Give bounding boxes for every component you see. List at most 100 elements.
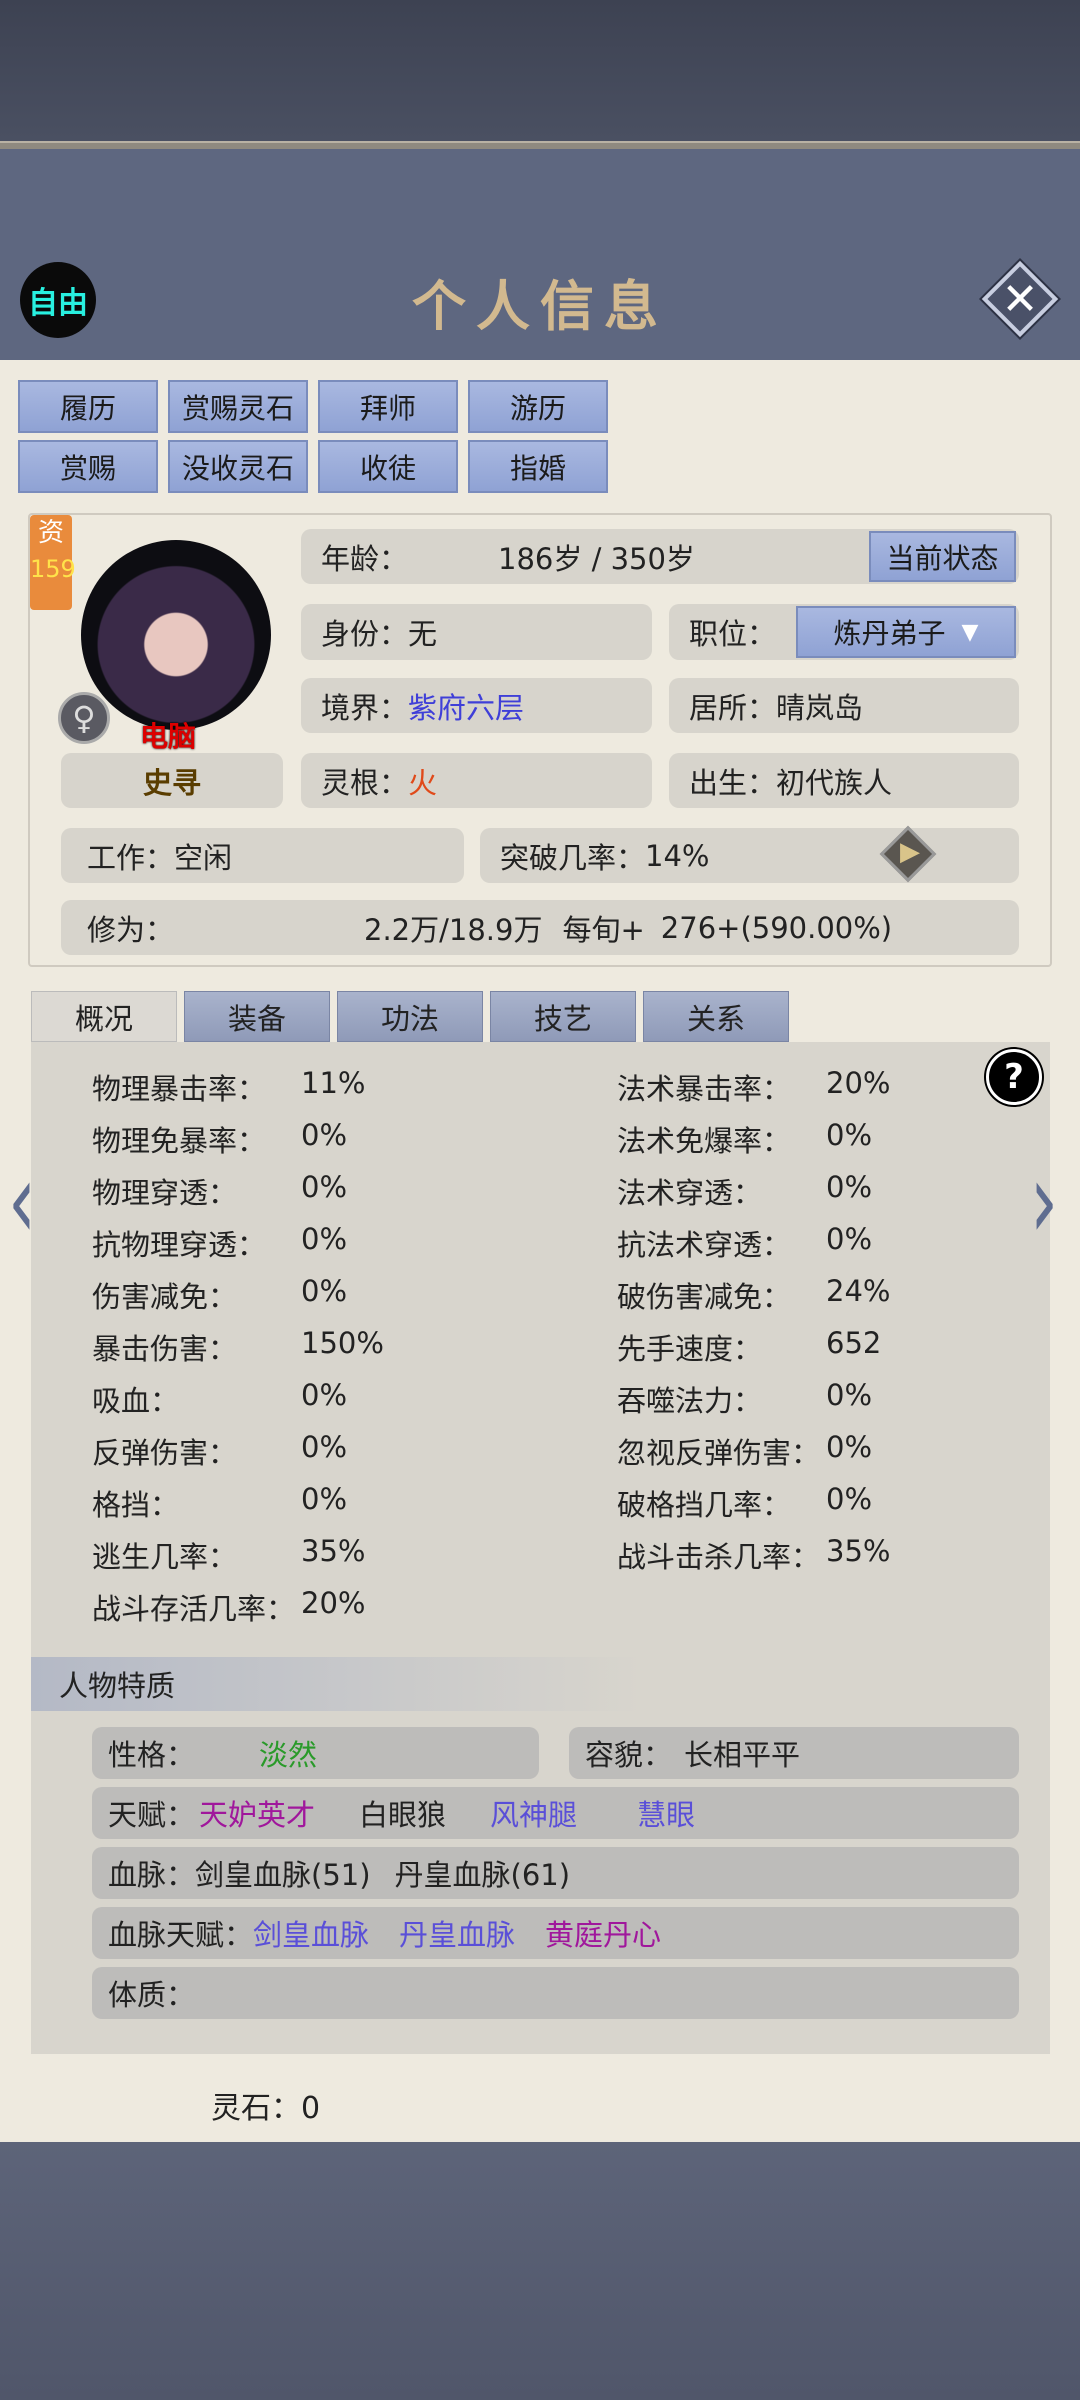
breakthrough-row: 突破几率： 14% bbox=[480, 828, 1019, 883]
stat-label: 抗法术穿透： bbox=[617, 1228, 792, 1262]
stat-value: 0% bbox=[826, 1222, 873, 1256]
residence-row: 居所： 晴岚岛 bbox=[669, 678, 1019, 733]
apprentice-button[interactable]: 拜师 bbox=[318, 380, 458, 433]
stat-label: 吞噬法力： bbox=[617, 1384, 763, 1418]
talent-tag[interactable]: 天妒英才 bbox=[199, 1798, 316, 1832]
stat-value: 0% bbox=[826, 1170, 873, 1204]
identity-label: 身份： bbox=[321, 617, 409, 651]
stat-value: 0% bbox=[301, 1274, 348, 1308]
stat-value: 652 bbox=[826, 1326, 882, 1360]
bloodline-talent-row: 血脉天赋： 剑皇血脉 丹皇血脉 黄庭丹心 bbox=[92, 1907, 1019, 1959]
stat-value: 0% bbox=[826, 1482, 873, 1516]
history-button[interactable]: 履历 bbox=[18, 380, 158, 433]
spirit-stone-count: 灵石：0 bbox=[211, 2091, 321, 2126]
stat-label: 逃生几率： bbox=[92, 1540, 238, 1574]
talent-tag[interactable]: 白眼狼 bbox=[359, 1798, 447, 1832]
stat-value: 0% bbox=[301, 1222, 348, 1256]
position-value: 炼丹弟子 bbox=[833, 617, 946, 650]
stat-value: 20% bbox=[301, 1586, 366, 1620]
realm-row: 境界： 紫府六层 bbox=[301, 678, 652, 733]
residence-value: 晴岚岛 bbox=[776, 690, 864, 725]
stat-value: 20% bbox=[826, 1066, 891, 1100]
appearance-label: 容貌： bbox=[585, 1738, 673, 1772]
mode-badge[interactable]: 自由 bbox=[20, 262, 96, 338]
tab-equipment[interactable]: 装备 bbox=[184, 991, 330, 1042]
character-name[interactable]: 史寻 bbox=[61, 753, 283, 808]
bloodline-talent-tag[interactable]: 丹皇血脉 bbox=[399, 1918, 516, 1952]
stat-label: 物理暴击率： bbox=[92, 1072, 267, 1106]
bloodline-label: 血脉： bbox=[108, 1858, 196, 1892]
birth-row: 出生： 初代族人 bbox=[669, 753, 1019, 808]
tab-skills[interactable]: 技艺 bbox=[490, 991, 636, 1042]
prev-arrow-icon[interactable]: ‹ bbox=[8, 1139, 36, 1263]
page-title: 个人信息 bbox=[412, 274, 668, 338]
tab-techniques[interactable]: 功法 bbox=[337, 991, 483, 1042]
bloodline-tag: 丹皇血脉(61) bbox=[394, 1858, 571, 1892]
stat-value: 0% bbox=[301, 1430, 348, 1464]
stat-label: 法术暴击率： bbox=[617, 1072, 792, 1106]
stat-label: 法术免爆率： bbox=[617, 1124, 792, 1158]
realm-value: 紫府六层 bbox=[408, 690, 525, 725]
current-status-button[interactable]: 当前状态 bbox=[869, 531, 1016, 582]
talent-tag[interactable]: 风神腿 bbox=[490, 1798, 578, 1832]
root-value: 火 bbox=[408, 765, 438, 800]
arrange-marriage-button[interactable]: 指婚 bbox=[468, 440, 608, 493]
bottom-band bbox=[0, 2142, 1080, 2400]
reward-button[interactable]: 赏赐 bbox=[18, 440, 158, 493]
play-icon: ▶ bbox=[900, 837, 920, 867]
controller-label: 电脑 bbox=[140, 720, 197, 753]
stat-label: 反弹伤害： bbox=[92, 1436, 238, 1470]
bloodline-talent-tag[interactable]: 剑皇血脉 bbox=[253, 1918, 370, 1952]
talent-label: 天赋： bbox=[108, 1798, 196, 1832]
aptitude-badge: 资 159 bbox=[30, 515, 76, 610]
per-turn-label: 每旬+ bbox=[562, 912, 645, 947]
top-band bbox=[0, 0, 1080, 141]
tab-relations[interactable]: 关系 bbox=[643, 991, 789, 1042]
stat-value: 35% bbox=[301, 1534, 366, 1568]
stat-label: 战斗击杀几率： bbox=[617, 1540, 821, 1574]
root-row: 灵根：火 bbox=[301, 753, 652, 808]
work-row: 工作： 空闲 bbox=[61, 828, 464, 883]
cultivation-value: 2.2万/18.9万 bbox=[364, 912, 543, 947]
stat-label: 格挡： bbox=[92, 1488, 180, 1522]
work-label: 工作： bbox=[87, 840, 175, 875]
per-turn-value: 276+(590.00%) bbox=[660, 910, 893, 945]
physique-label: 体质： bbox=[108, 1978, 196, 2012]
profile-panel bbox=[28, 513, 1052, 967]
age-value: 186岁 / 350岁 bbox=[498, 541, 695, 576]
stat-label: 先手速度： bbox=[617, 1332, 763, 1366]
confiscate-stone-button[interactable]: 没收灵石 bbox=[168, 440, 308, 493]
bloodline-row: 血脉： 剑皇血脉(51) 丹皇血脉(61) bbox=[92, 1847, 1019, 1899]
age-label: 年龄： bbox=[321, 541, 409, 576]
stat-label: 战斗存活几率： bbox=[92, 1592, 296, 1626]
residence-label: 居所： bbox=[689, 690, 777, 725]
stat-value: 35% bbox=[826, 1534, 891, 1568]
close-button[interactable]: ✕ bbox=[981, 260, 1059, 338]
appearance-value: 长相平平 bbox=[684, 1738, 801, 1772]
avatar bbox=[81, 540, 271, 730]
stat-label: 物理穿透： bbox=[92, 1176, 238, 1210]
appearance-row: 容貌： 长相平平 bbox=[569, 1727, 1019, 1779]
birth-value: 初代族人 bbox=[776, 765, 893, 800]
bloodline-talent-label: 血脉天赋： bbox=[108, 1918, 254, 1952]
talent-row: 天赋： 天妒英才 白眼狼 风神腿 慧眼 bbox=[92, 1787, 1019, 1839]
position-dropdown[interactable]: 炼丹弟子 ▼ bbox=[796, 606, 1016, 658]
breakthrough-label: 突破几率： bbox=[500, 840, 646, 875]
next-arrow-icon[interactable]: › bbox=[1030, 1139, 1058, 1263]
cultivation-row: 修为： 2.2万/18.9万 每旬+ 276+(590.00%) bbox=[61, 900, 1019, 955]
talent-tag[interactable]: 慧眼 bbox=[637, 1798, 696, 1832]
help-icon[interactable]: ? bbox=[986, 1049, 1042, 1105]
stat-value: 0% bbox=[301, 1378, 348, 1412]
stat-label: 抗物理穿透： bbox=[92, 1228, 267, 1262]
stat-value: 0% bbox=[826, 1430, 873, 1464]
bloodline-talent-tag[interactable]: 黄庭丹心 bbox=[545, 1918, 662, 1952]
take-disciple-button[interactable]: 收徒 bbox=[318, 440, 458, 493]
stat-label: 物理免暴率： bbox=[92, 1124, 267, 1158]
stat-value: 0% bbox=[826, 1378, 873, 1412]
stat-value: 150% bbox=[301, 1326, 384, 1360]
reward-stone-button[interactable]: 赏赐灵石 bbox=[168, 380, 308, 433]
tab-overview[interactable]: 概况 bbox=[31, 991, 177, 1042]
stat-value: 11% bbox=[301, 1066, 366, 1100]
female-icon: ♀ bbox=[58, 692, 110, 744]
travel-button[interactable]: 游历 bbox=[468, 380, 608, 433]
